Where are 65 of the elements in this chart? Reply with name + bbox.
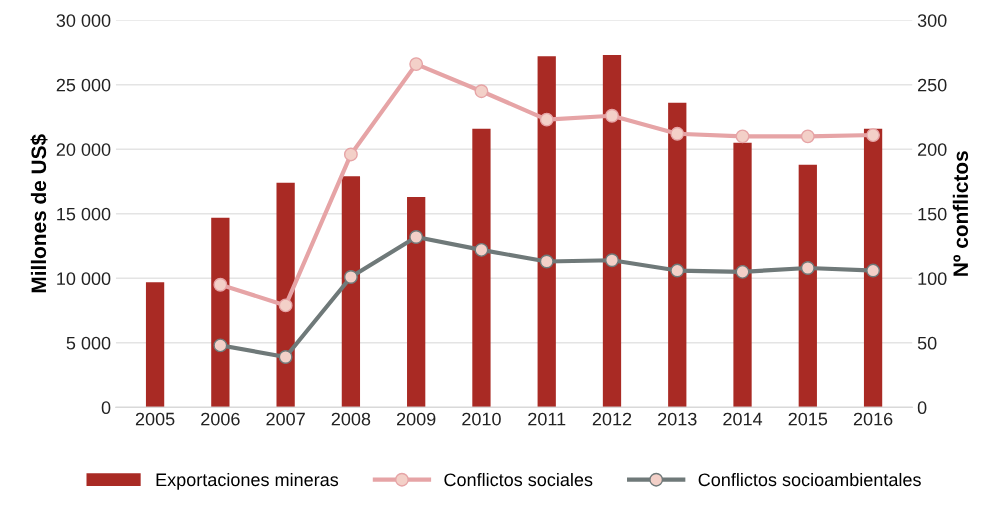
point — [213, 277, 228, 292]
bar — [472, 128, 491, 408]
point — [474, 242, 489, 257]
legend-label: Conflictos socioambientales — [698, 472, 921, 487]
point — [474, 84, 489, 99]
bar — [145, 282, 165, 408]
point — [278, 298, 293, 313]
y-tick-label: 25 000 — [56, 78, 111, 92]
bar — [863, 128, 883, 408]
y2-tick-label: 300 — [917, 14, 947, 27]
point — [539, 254, 554, 269]
point — [278, 350, 293, 364]
bar — [341, 176, 361, 408]
y2-axis-title: Nº conflictos — [952, 151, 969, 276]
point — [539, 112, 554, 127]
point — [605, 108, 619, 123]
point — [409, 230, 424, 244]
x-tick-label: 2007 — [266, 412, 305, 426]
bar — [668, 102, 687, 408]
bar — [537, 56, 556, 408]
y2-tick-label: 100 — [918, 272, 947, 286]
point — [735, 129, 750, 144]
x-tick-label: 2006 — [201, 412, 240, 426]
legend-label: Exportaciones mineras — [156, 472, 339, 490]
point — [670, 126, 685, 141]
legend-label: Conflictos sociales — [444, 472, 593, 487]
bar — [211, 217, 230, 408]
x-tick-label: 2015 — [788, 412, 828, 426]
y2-tick-label: 50 — [917, 336, 937, 350]
bar — [733, 142, 752, 408]
point — [213, 338, 228, 353]
point — [343, 147, 358, 162]
x-tick-label: 2014 — [723, 412, 763, 426]
y2-tick-label: 0 — [917, 401, 927, 415]
y2-tick-label: 150 — [918, 207, 947, 221]
point — [605, 253, 619, 268]
y2-tick-label: 200 — [918, 143, 947, 156]
point — [343, 270, 358, 284]
point — [866, 128, 881, 143]
x-tick-label: 2008 — [331, 412, 371, 426]
x-tick-label: 2010 — [462, 412, 501, 426]
bar — [798, 164, 817, 408]
y-tick-label: 5 000 — [66, 336, 111, 350]
y-tick-label: 15 000 — [57, 207, 111, 221]
x-tick-label: 2011 — [528, 412, 566, 426]
x-tick-label: 2012 — [592, 412, 632, 426]
bar — [602, 55, 622, 408]
y-tick-label: 10 000 — [57, 272, 111, 286]
x-tick-label: 2009 — [397, 412, 436, 426]
x-tick-label: 2005 — [135, 412, 175, 426]
y-tick-label: 20 000 — [56, 143, 111, 156]
point — [670, 263, 685, 278]
y-tick-label: 0 — [101, 401, 111, 415]
point — [866, 263, 881, 278]
x-tick-label: 2013 — [658, 412, 697, 426]
point — [800, 261, 815, 275]
bar — [407, 197, 426, 408]
y-tick-label: 30 000 — [56, 14, 111, 27]
x-tick-label: 2016 — [853, 412, 893, 426]
y2-tick-label: 250 — [918, 78, 947, 92]
y-axis-title: Millones de US$ — [30, 134, 48, 293]
bar — [276, 182, 295, 408]
point — [409, 57, 424, 72]
point — [800, 129, 815, 144]
point — [735, 264, 750, 279]
